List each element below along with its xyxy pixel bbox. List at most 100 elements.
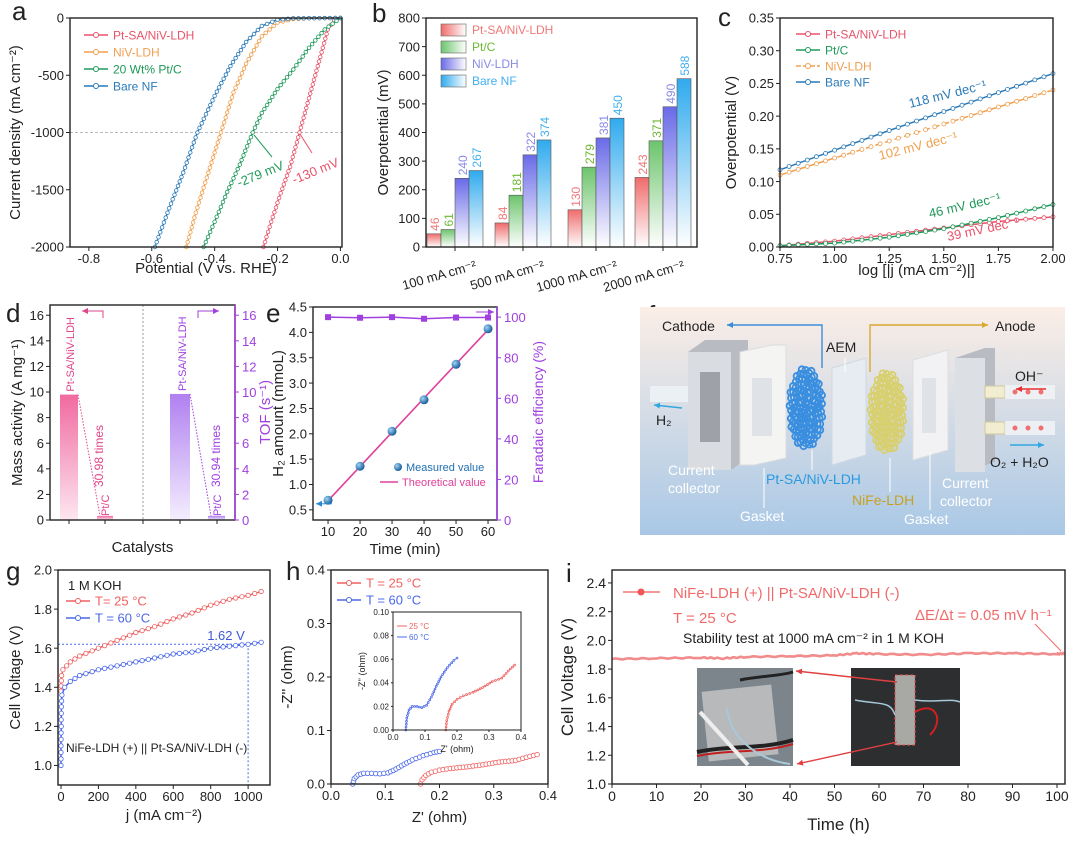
- bar: [634, 177, 650, 248]
- data-point: [996, 90, 1001, 95]
- data-point: [290, 154, 295, 160]
- data-point: [1014, 83, 1019, 89]
- legend-marker: [346, 580, 352, 586]
- data-point: [267, 224, 272, 229]
- data-point: [313, 73, 318, 78]
- measured-point: [419, 395, 429, 405]
- data-point: [189, 649, 195, 655]
- legend-marker: [346, 597, 352, 603]
- data-point: [841, 152, 847, 158]
- bar-value-label: 130: [569, 186, 583, 206]
- data-point: [823, 150, 828, 156]
- data-point: [455, 697, 459, 701]
- data-point: [304, 105, 309, 111]
- data-point: [209, 160, 214, 165]
- efficiency-point: [485, 314, 492, 321]
- data-point: [977, 96, 983, 102]
- panel-label-h: h: [286, 556, 300, 586]
- efficiency-point: [389, 314, 396, 321]
- data-point: [201, 185, 206, 190]
- data-point: [296, 135, 301, 140]
- data-point: [247, 35, 253, 41]
- data-point: [321, 41, 327, 46]
- panel-label-c: c: [718, 2, 731, 32]
- y-tick-label: 0.08: [373, 631, 389, 640]
- data-point: [114, 637, 120, 644]
- series-bare-nf: [777, 71, 1056, 173]
- data-point: [239, 71, 245, 76]
- data-point: [294, 140, 300, 145]
- data-point: [245, 641, 251, 647]
- panel-label-e: e: [266, 298, 280, 328]
- data-point: [281, 182, 286, 187]
- inset-legend-label: 60 °C: [409, 633, 429, 642]
- data-point: [192, 215, 197, 220]
- x-axis-label: Z' (ohm): [440, 744, 473, 754]
- data-point: [441, 673, 444, 676]
- bar-value-label: 322: [524, 131, 538, 151]
- data-point: [184, 160, 189, 165]
- data-point: [476, 688, 480, 692]
- data-point: [205, 107, 211, 112]
- data-point: [233, 85, 238, 90]
- x-tick-label: 20: [693, 788, 709, 804]
- data-point: [478, 687, 482, 690]
- y2-axis-label: TOF (s⁻¹): [257, 380, 274, 444]
- data-point: [196, 200, 202, 205]
- data-point: [154, 239, 159, 245]
- y-tick-label: 2.4: [587, 575, 607, 591]
- data-point: [264, 102, 270, 108]
- data-point: [841, 144, 847, 150]
- y2-tick-label: 100: [504, 310, 526, 325]
- bar-value-label: 240: [456, 155, 470, 175]
- ratio-label: 30.98 times: [92, 425, 106, 487]
- data-point: [60, 667, 66, 673]
- photo-link-arrow: [795, 668, 898, 683]
- data-point: [58, 704, 65, 710]
- diagram-label: OH⁻: [1015, 368, 1043, 384]
- data-point: [905, 121, 910, 127]
- data-point: [432, 690, 436, 693]
- cell-photo-closeup: [696, 668, 794, 767]
- x-tick-label: 10: [321, 524, 335, 539]
- data-point: [405, 719, 408, 723]
- legend-marker: [75, 598, 81, 604]
- data-point: [320, 45, 325, 50]
- data-point: [233, 171, 238, 176]
- data-point: [223, 72, 229, 77]
- data-point: [996, 215, 1001, 221]
- bar-value-label: 588: [678, 55, 692, 75]
- data-point: [235, 51, 241, 57]
- y-tick-label: 0.5: [289, 503, 307, 518]
- data-point: [422, 705, 426, 708]
- bar: [581, 166, 597, 248]
- data-point: [226, 596, 232, 602]
- data-point: [968, 220, 974, 226]
- data-point: [221, 120, 227, 125]
- data-point: [67, 678, 73, 685]
- data-point: [133, 629, 139, 636]
- data-point: [226, 643, 232, 649]
- data-point: [214, 214, 219, 219]
- y-tick-label: 600: [398, 68, 420, 83]
- data-point: [301, 115, 306, 120]
- anode-arrow: [869, 322, 988, 372]
- data-point: [932, 227, 938, 233]
- data-point: [500, 676, 504, 680]
- data-point: [259, 110, 264, 116]
- data-point: [203, 239, 208, 245]
- data-point: [241, 153, 246, 158]
- data-point: [1023, 216, 1029, 222]
- y-tick-label: 0.30: [749, 43, 774, 58]
- data-point: [189, 225, 194, 230]
- y2-tick-label: 40: [504, 432, 518, 447]
- data-point: [216, 209, 221, 215]
- data-point: [195, 648, 201, 654]
- data-point: [228, 100, 233, 105]
- data-point: [205, 234, 211, 240]
- data-point: [1005, 212, 1010, 218]
- diagram-label: Cathode: [662, 318, 715, 334]
- y-tick-label: 0.00: [749, 240, 774, 255]
- y-axis-label: H₂ amount (mmoL): [270, 350, 287, 477]
- data-point: [267, 98, 272, 104]
